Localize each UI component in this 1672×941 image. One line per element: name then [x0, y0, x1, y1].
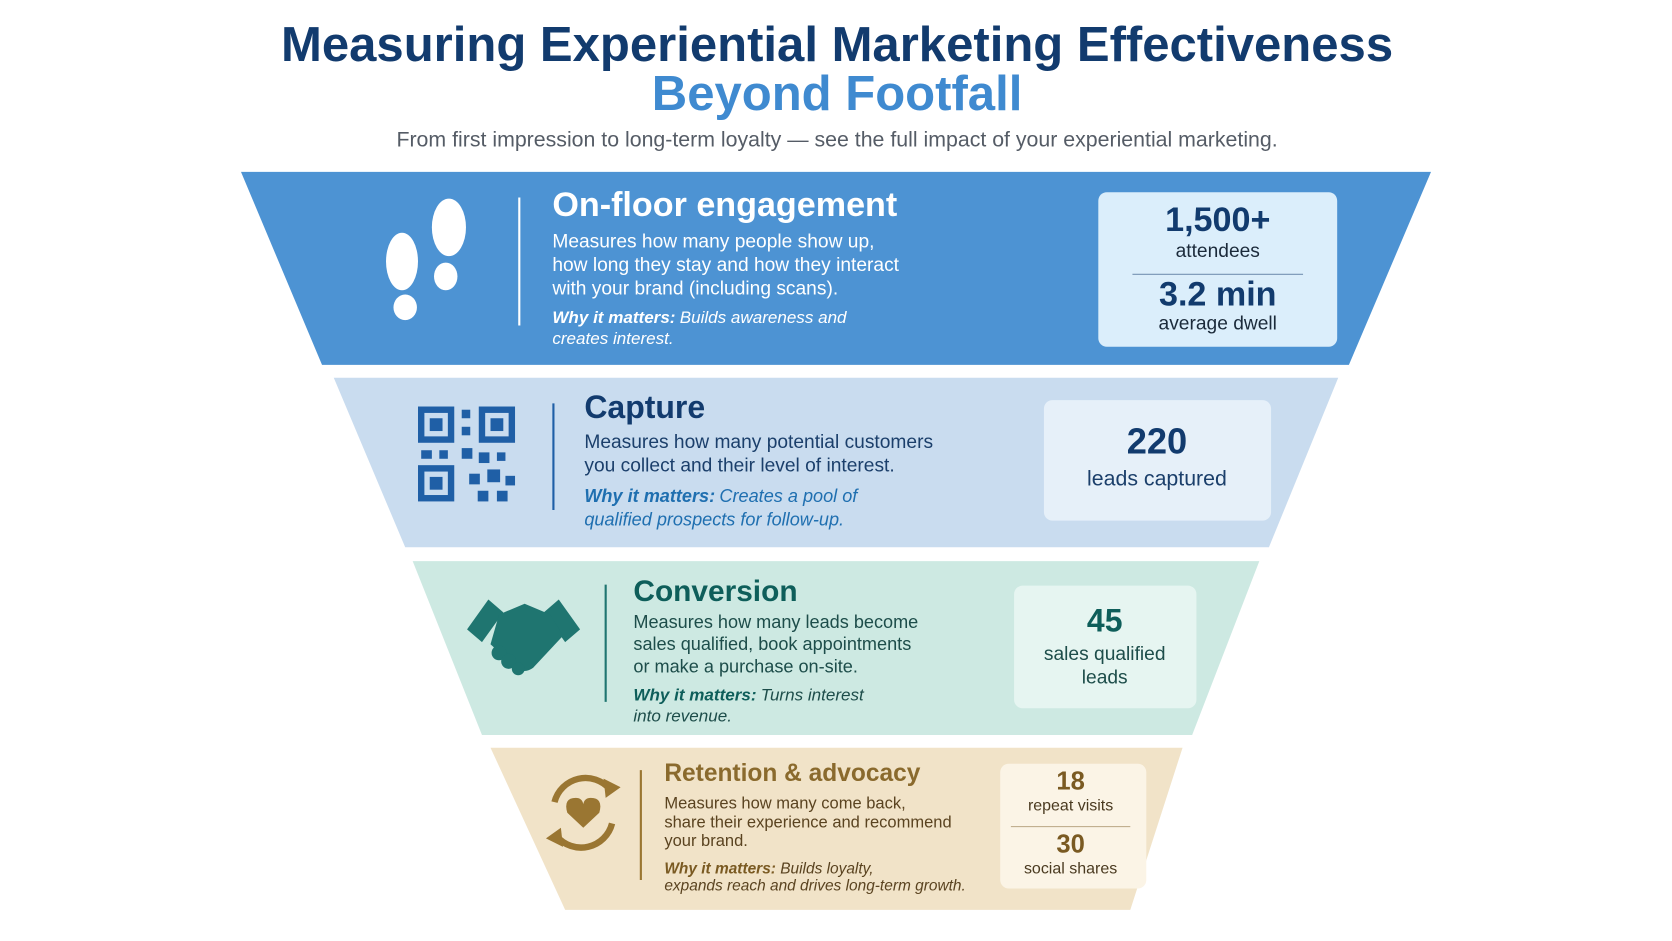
why-line: Why it matters: Creates a pool of — [584, 486, 859, 506]
stage-title: Conversion — [633, 575, 797, 608]
footprints-icon — [386, 198, 466, 321]
metric-label: repeat visits — [1028, 798, 1113, 815]
metric-label: social shares — [1024, 861, 1117, 878]
metric-label: average dwell — [1159, 313, 1277, 334]
why-label: Why it matters: — [664, 860, 776, 877]
stage-description: Measures how many people show up, — [552, 231, 874, 252]
stage-description: Measures how many come back, — [664, 794, 905, 813]
qr-icon — [418, 406, 516, 502]
metric-box — [1098, 192, 1338, 347]
metric-label: attendees — [1176, 241, 1260, 262]
stage-title: Retention & advocacy — [664, 760, 920, 787]
stage-description: Measures how many leads become — [633, 612, 918, 632]
stage-description: with your brand (including scans). — [551, 278, 838, 299]
metric-label: sales qualified — [1044, 644, 1166, 665]
why-line: Why it matters: Builds loyalty, — [664, 860, 873, 877]
why-line: expands reach and drives long-term growt… — [664, 877, 966, 894]
stage-description: sales qualified, book appointments — [633, 634, 911, 654]
stage-description: you collect and their level of interest. — [584, 455, 894, 476]
why-text: Turns interest — [761, 685, 865, 704]
title-highlight: Beyond Footfall — [652, 67, 1023, 121]
why-text: Creates a pool of — [719, 486, 859, 506]
metric-value: 18 — [1056, 768, 1084, 796]
metric-label: leads captured — [1087, 467, 1227, 491]
stage-title: On-floor engagement — [552, 186, 897, 224]
metric-box — [1043, 400, 1272, 521]
stage-title: Capture — [584, 389, 705, 425]
retention-icon — [545, 774, 621, 851]
metric-value: 1,500+ — [1165, 201, 1270, 239]
metric-value: 30 — [1056, 831, 1084, 859]
why-line: qualified prospects for follow-up. — [584, 509, 844, 529]
metric-value: 220 — [1127, 420, 1187, 461]
why-line: into revenue. — [633, 706, 732, 725]
why-label: Why it matters: — [552, 308, 675, 327]
why-label: Why it matters: — [633, 685, 756, 704]
stage-description: Measures how many potential customers — [584, 432, 933, 453]
stage-description: your brand. — [664, 831, 748, 850]
why-text: Builds loyalty, — [780, 860, 873, 877]
title: Measuring Experiential Marketing Effecti… — [281, 18, 1393, 72]
metric-label: leads — [1082, 667, 1128, 688]
dividers — [518, 197, 642, 880]
metric-value: 3.2 min — [1159, 276, 1277, 314]
stage-description: how long they stay and how they interact — [552, 255, 899, 276]
why-text: Builds awareness and — [680, 308, 847, 327]
metric-value: 45 — [1087, 602, 1123, 638]
why-line: creates interest. — [552, 329, 673, 348]
why-line: Why it matters: Turns interest — [633, 685, 865, 704]
stage-description: share their experience and recommend — [664, 812, 951, 831]
stage-description: or make a purchase on-site. — [633, 657, 857, 677]
why-line: Why it matters: Builds awareness and — [552, 308, 847, 327]
metric-box — [1014, 585, 1197, 709]
subtitle: From first impression to long-term loyal… — [396, 128, 1277, 152]
handshake-icon — [467, 599, 581, 676]
why-label: Why it matters: — [584, 486, 715, 506]
